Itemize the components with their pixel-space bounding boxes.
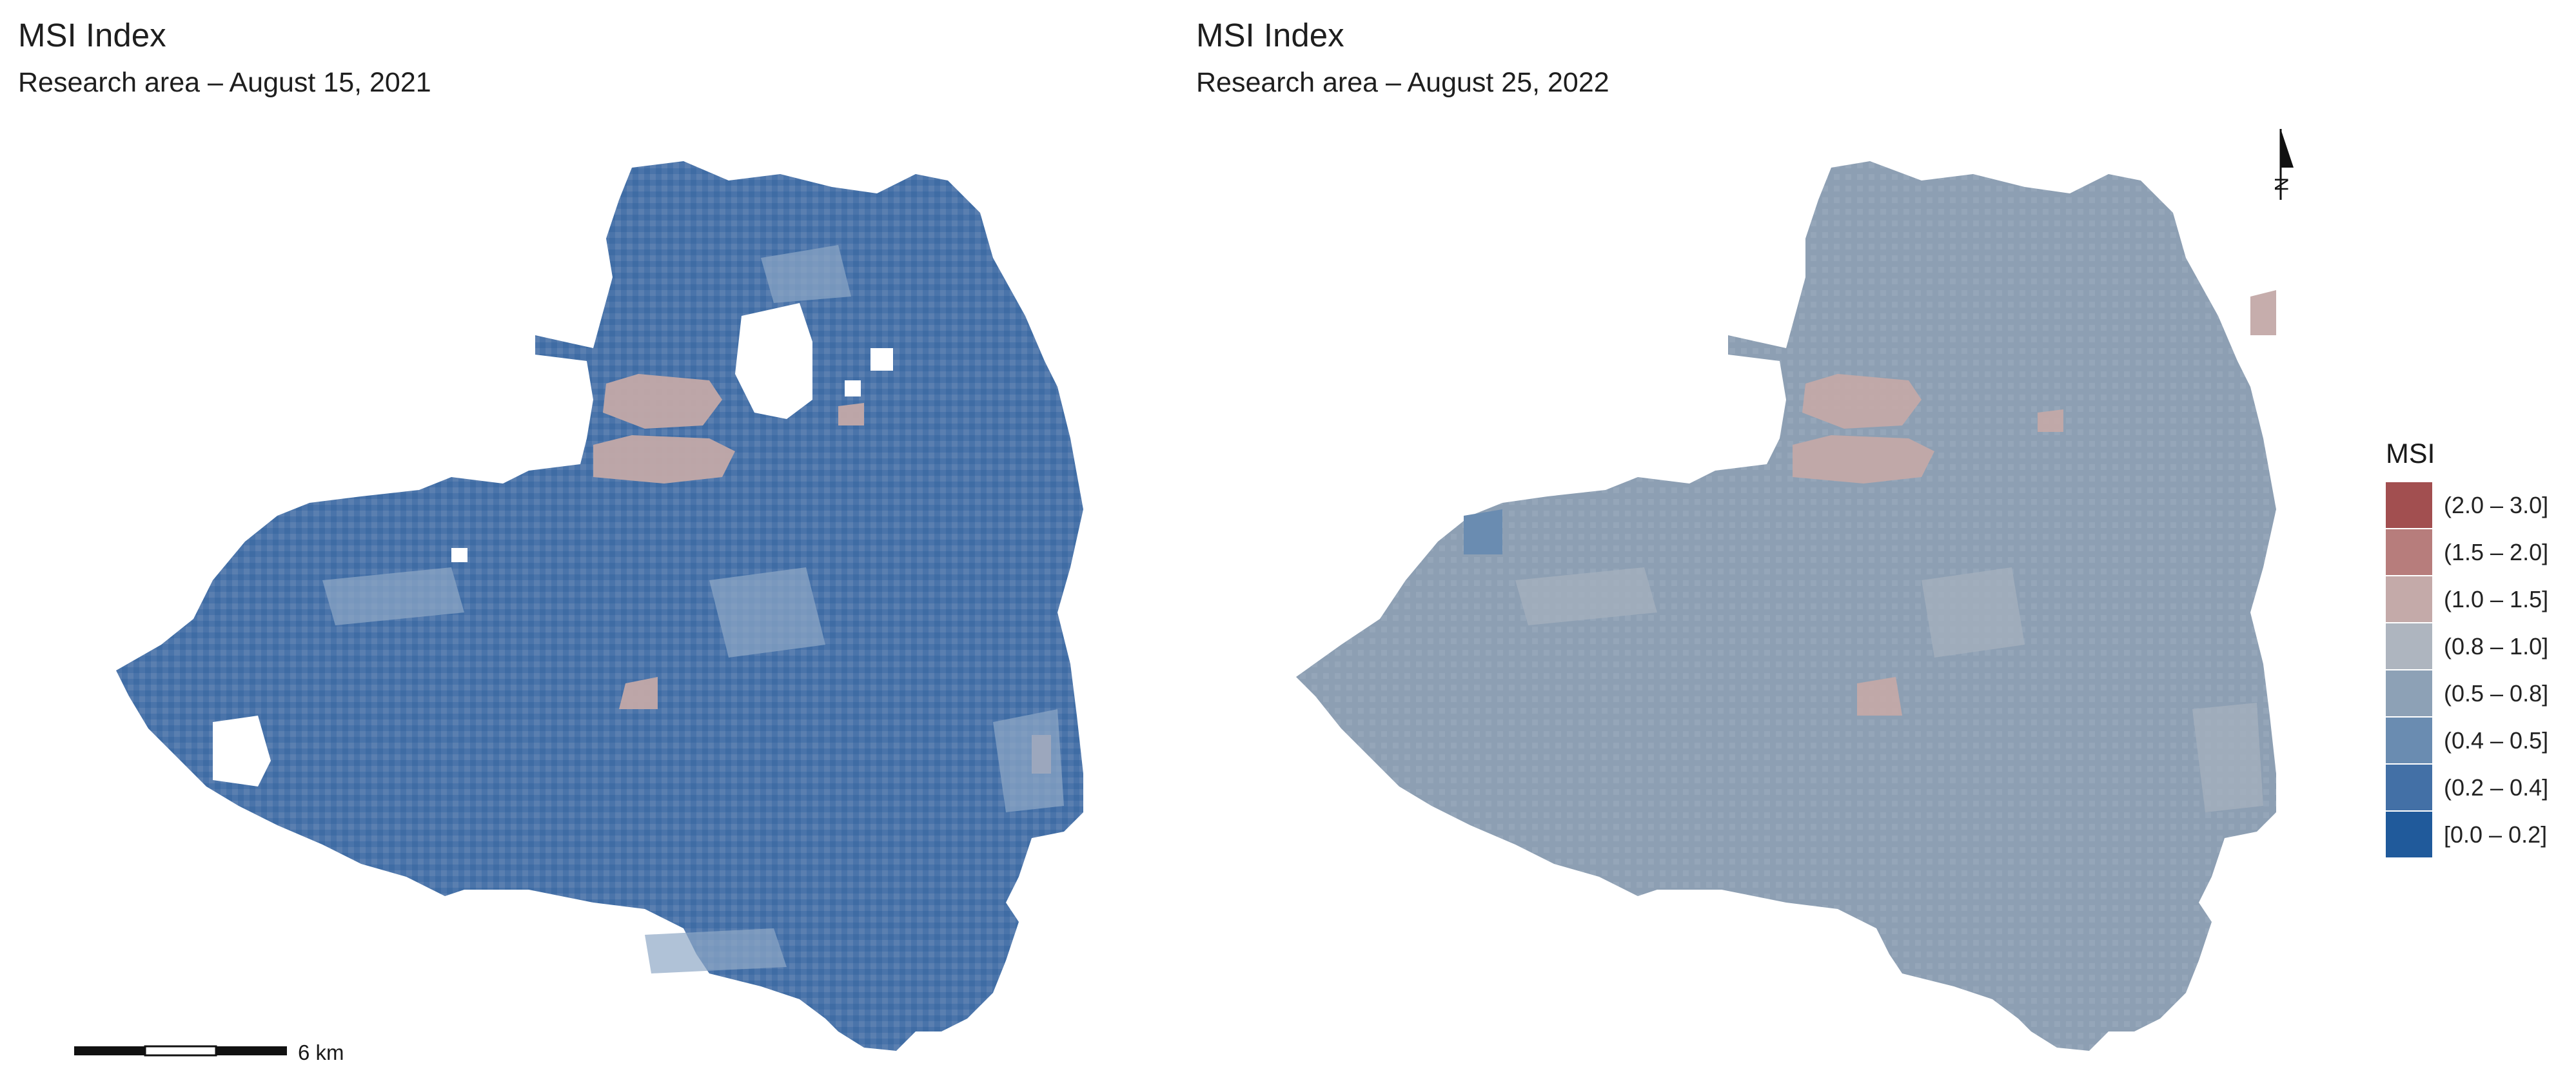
legend-label: (2.0 – 3.0] (2444, 491, 2549, 518)
legend-swatch (2386, 718, 2432, 763)
legend-label: [0.0 – 0.2] (2444, 821, 2548, 848)
legend-label: (0.2 – 0.4] (2444, 774, 2549, 801)
high-msi-patches-2021 (593, 374, 1051, 774)
legend-swatch (2386, 670, 2432, 716)
legend-items: (2.0 – 3.0] (1.5 – 2.0] (1.0 – 1.5] (0.8 – … (2386, 482, 2573, 858)
left-map-subtitle: Research area – August 15, 2021 (18, 67, 431, 98)
legend-item: (2.0 – 3.0] (2386, 482, 2573, 529)
research-area-2021 (116, 161, 1083, 1051)
legend-swatch (2386, 529, 2432, 575)
north-label: N (2270, 177, 2292, 191)
legend-swatch (2386, 576, 2432, 622)
dark-patch-2022 (1464, 509, 1502, 554)
legend-label: (0.5 – 0.8] (2444, 679, 2549, 707)
legend-item: (1.5 – 2.0] (2386, 529, 2573, 576)
legend-label: (0.8 – 1.0] (2444, 632, 2549, 660)
legend-label: (0.4 – 0.5] (2444, 727, 2549, 754)
legend-item: (0.2 – 0.4] (2386, 764, 2573, 811)
map-2021 (116, 161, 1083, 1051)
north-arrow-icon: N (2270, 129, 2294, 200)
legend-item: (0.8 – 1.0] (2386, 623, 2573, 670)
legend-item: (1.0 – 1.5] (2386, 576, 2573, 623)
research-area-2022 (1296, 161, 2276, 1051)
light-texture-2022 (1515, 567, 2263, 812)
legend-item: (0.4 – 0.5] (2386, 717, 2573, 764)
legend-swatch (2386, 812, 2432, 857)
scale-bar-label: 6 km (298, 1041, 344, 1064)
legend-swatch (2386, 765, 2432, 810)
legend: MSI (2.0 – 3.0] (1.5 – 2.0] (1.0 – 1.5] (0.… (2386, 438, 2573, 858)
legend-item: [0.0 – 0.2] (2386, 811, 2573, 858)
legend-title: MSI (2386, 438, 2435, 469)
legend-label: (1.0 – 1.5] (2444, 585, 2549, 612)
map-2022 (1296, 161, 2276, 1051)
light-texture-2021 (322, 245, 1064, 973)
right-map-subtitle: Research area – August 25, 2022 (1196, 67, 1609, 98)
left-map-title: MSI Index (18, 17, 166, 54)
legend-item: (0.5 – 0.8] (2386, 670, 2573, 717)
legend-swatch (2386, 623, 2432, 669)
no-data-holes-2021 (213, 303, 893, 787)
high-msi-patches-2022 (1793, 290, 2276, 716)
scale-bar (74, 1045, 287, 1057)
right-map-title: MSI Index (1196, 17, 1344, 54)
legend-swatch (2386, 482, 2432, 528)
legend-label: (1.5 – 2.0] (2444, 538, 2549, 565)
